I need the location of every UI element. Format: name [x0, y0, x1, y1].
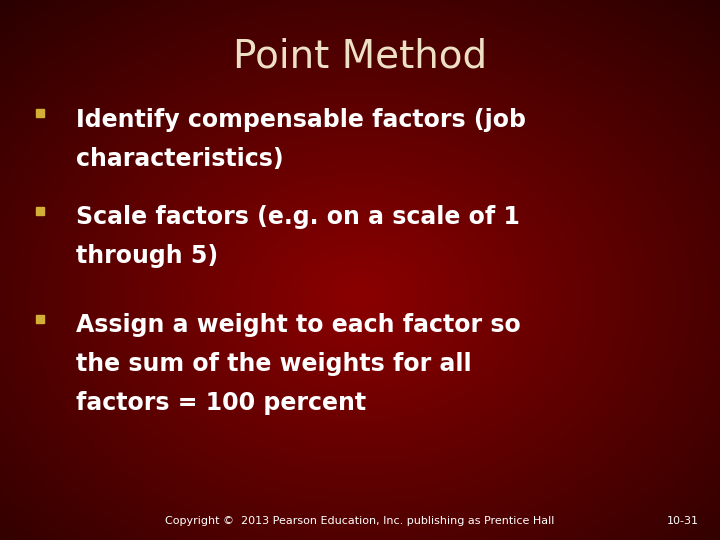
Text: Point Method: Point Method — [233, 38, 487, 76]
Text: characteristics): characteristics) — [76, 147, 283, 171]
Text: through 5): through 5) — [76, 244, 217, 268]
Text: Identify compensable factors (job: Identify compensable factors (job — [76, 108, 526, 132]
Text: Assign a weight to each factor so: Assign a weight to each factor so — [76, 313, 521, 337]
Text: 10-31: 10-31 — [667, 516, 698, 526]
Text: Copyright ©  2013 Pearson Education, Inc. publishing as Prentice Hall: Copyright © 2013 Pearson Education, Inc.… — [166, 516, 554, 526]
Text: the sum of the weights for all: the sum of the weights for all — [76, 352, 471, 376]
Text: factors = 100 percent: factors = 100 percent — [76, 391, 366, 415]
Text: Scale factors (e.g. on a scale of 1: Scale factors (e.g. on a scale of 1 — [76, 205, 519, 229]
